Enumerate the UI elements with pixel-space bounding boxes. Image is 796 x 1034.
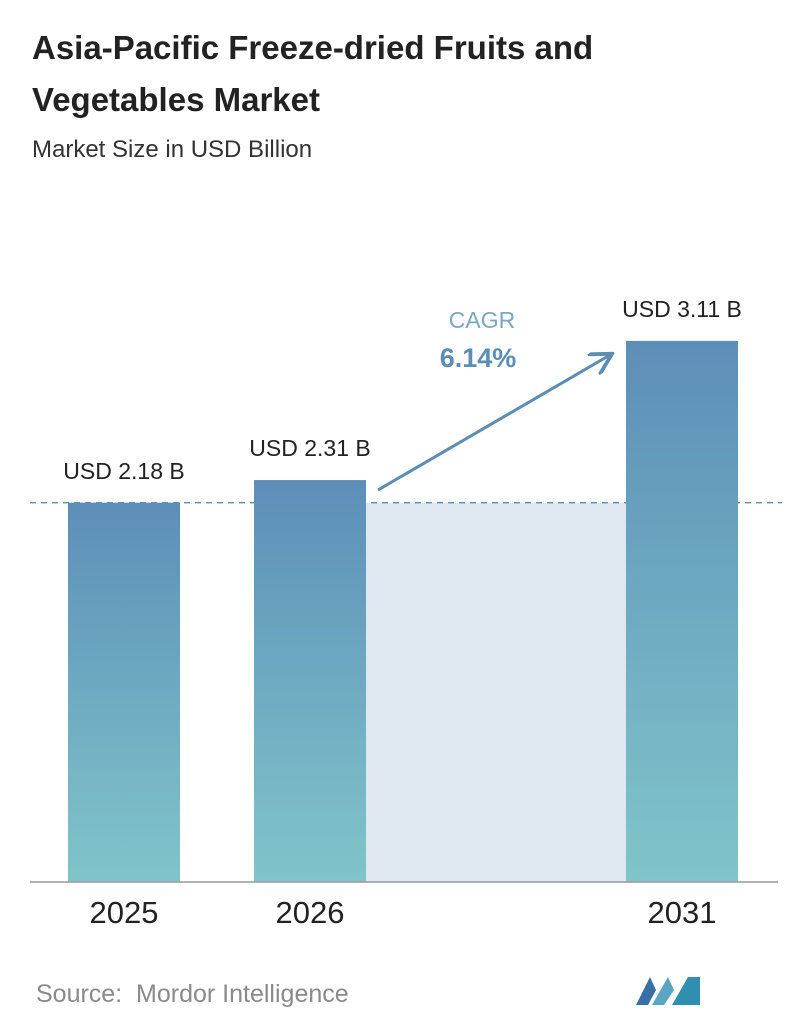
x-tick-label: 2026 [276, 895, 345, 930]
value-label: USD 3.11 B [622, 296, 742, 322]
bar [68, 502, 180, 882]
cagr-value: 6.14% [440, 343, 517, 373]
chart-title: Asia-Pacific Freeze-dried Fruits and Veg… [32, 29, 594, 118]
reference-band [366, 502, 626, 882]
logo [636, 977, 700, 1005]
cagr-label: CAGR [449, 307, 515, 333]
value-label: USD 2.31 B [249, 435, 370, 461]
value-label: USD 2.18 B [63, 458, 184, 484]
x-tick-label: 2031 [648, 895, 717, 930]
bar [626, 340, 738, 882]
source: Source: Mordor Intelligence [36, 980, 349, 1008]
cagr-arrow [377, 355, 610, 492]
x-tick-label: 2025 [90, 895, 159, 930]
chart-subtitle: Market Size in USD Billion [32, 136, 313, 163]
bar [254, 480, 366, 882]
